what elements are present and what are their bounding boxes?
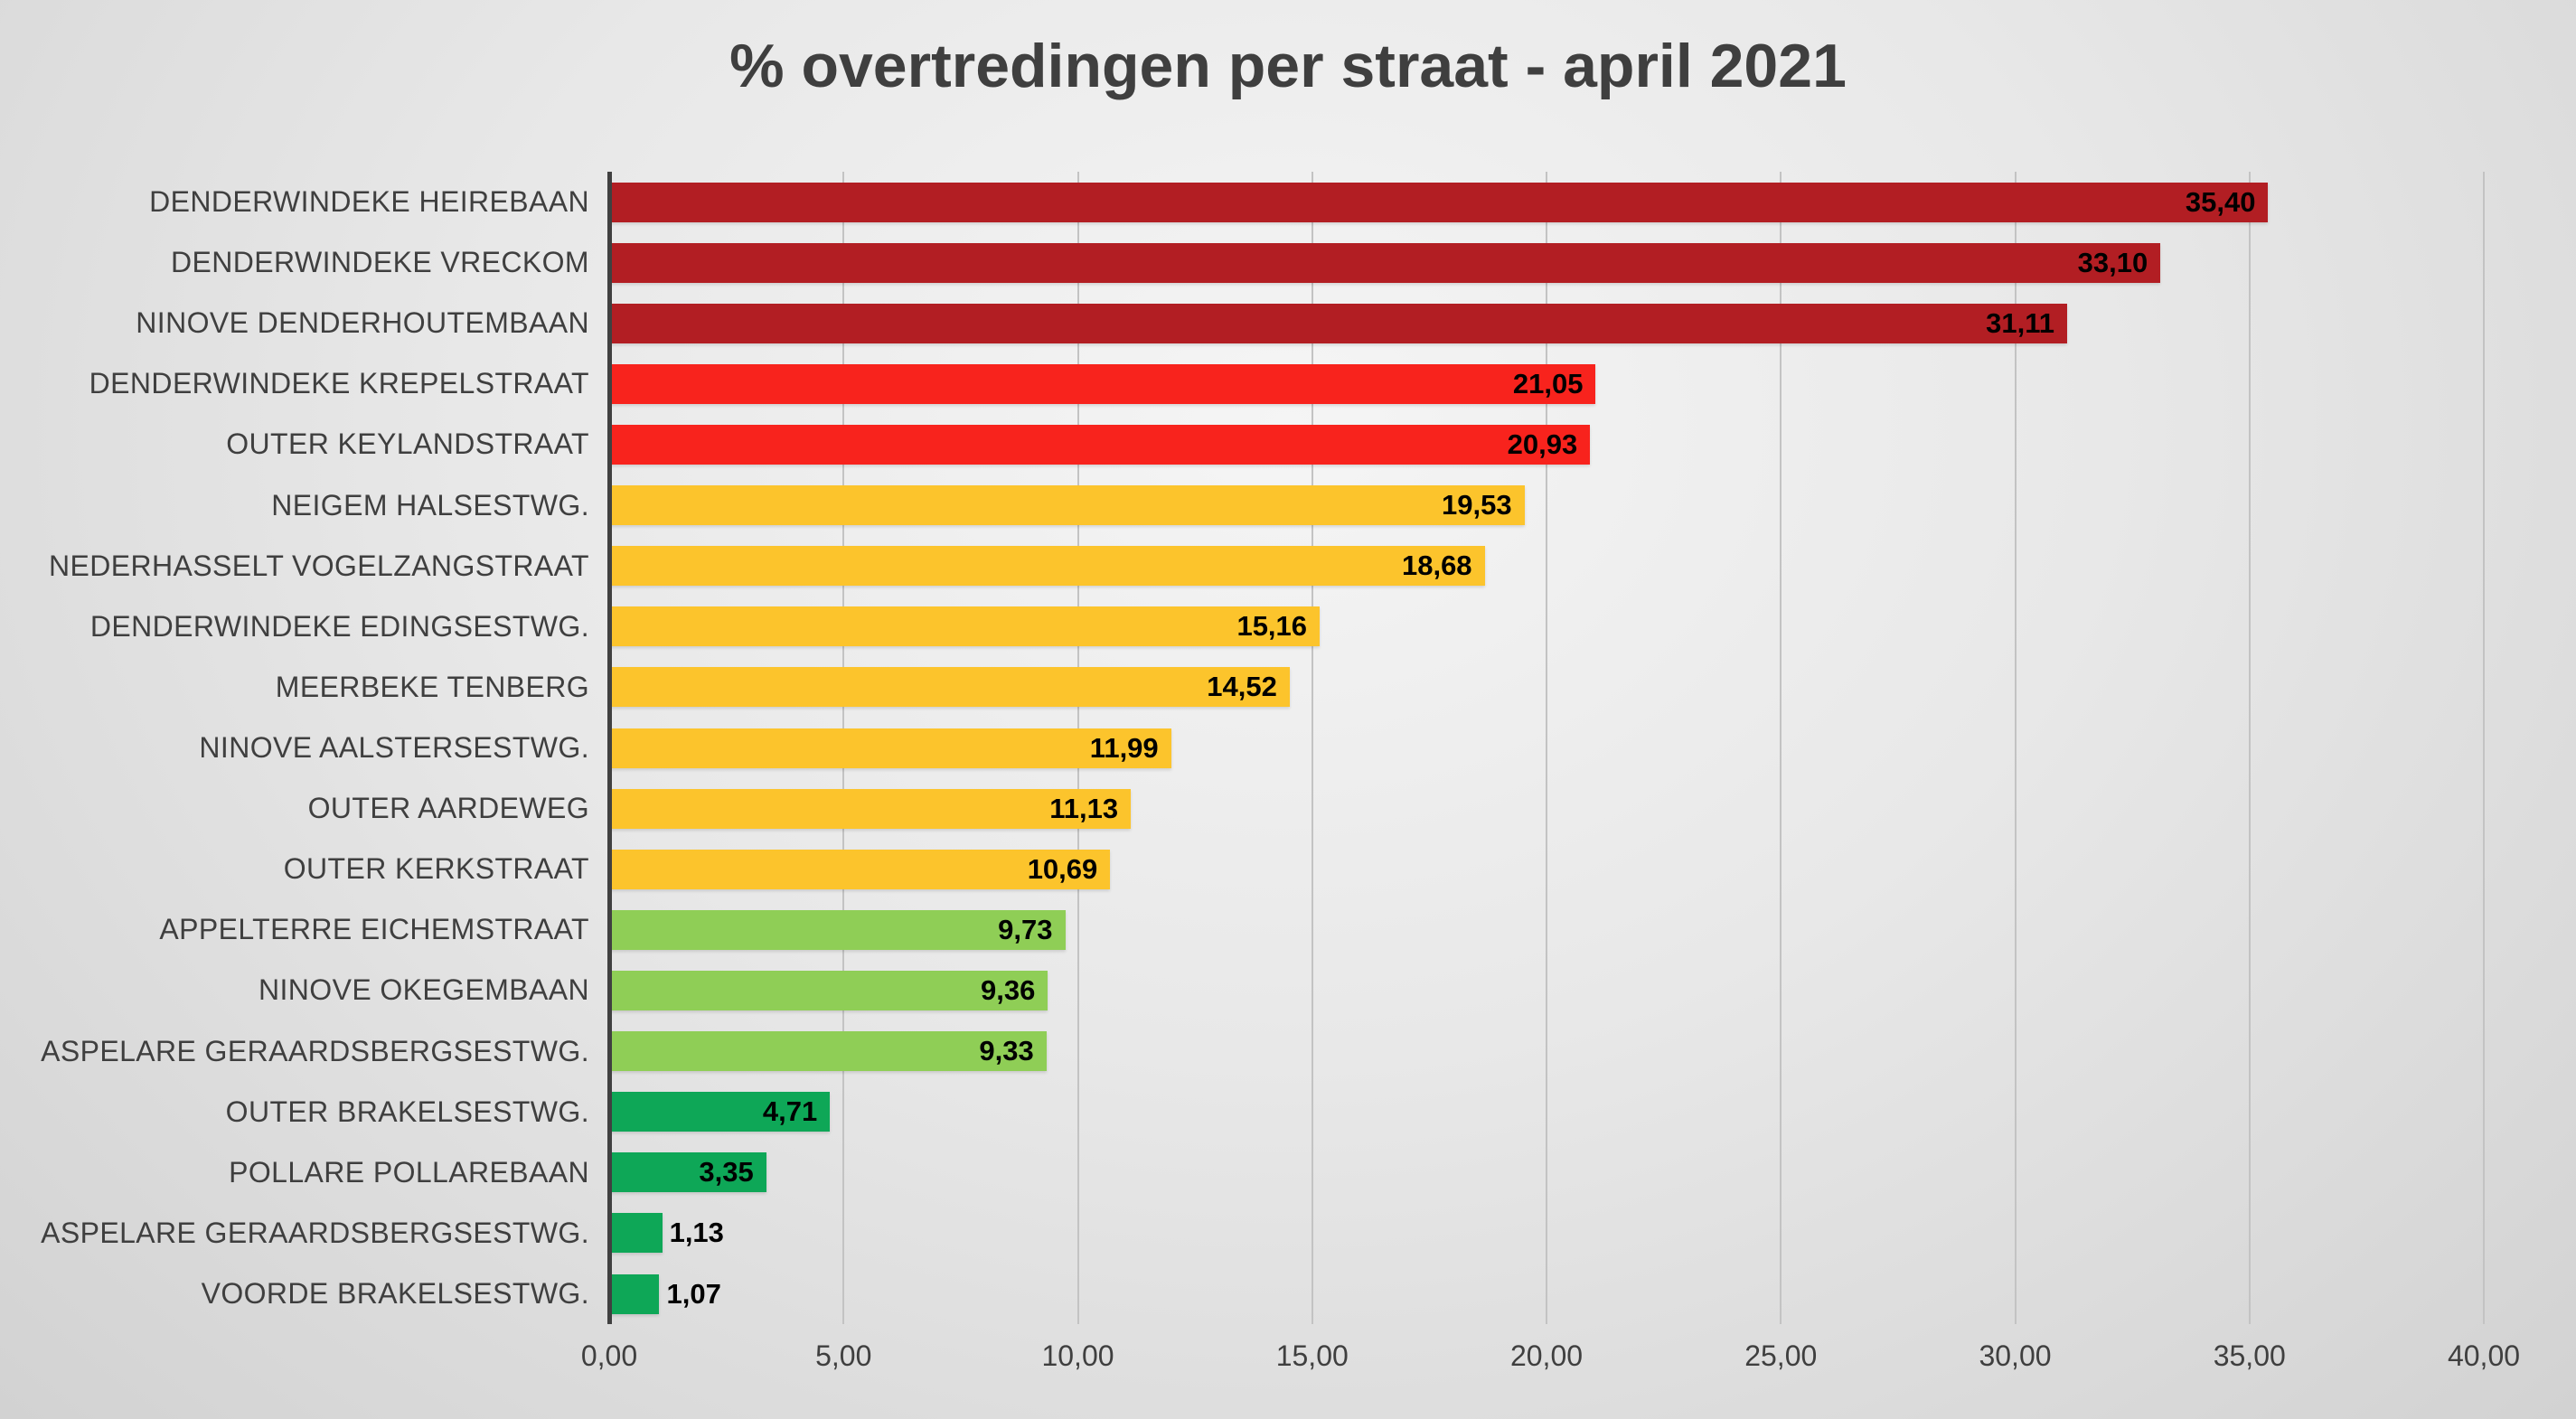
- category-label: NINOVE DENDERHOUTEMBAAN: [136, 306, 589, 340]
- bar-value-label: 1,13: [669, 1217, 724, 1249]
- category-label: DENDERWINDEKE EDINGSESTWG.: [89, 609, 589, 643]
- bar-row: 1,13: [609, 1203, 2484, 1264]
- category-label: DENDERWINDEKE KREPELSTRAAT: [89, 367, 589, 400]
- bar: 15,16: [609, 606, 1321, 647]
- bar-value-label: 10,69: [1027, 852, 1098, 885]
- category-label: APPELTERRE EICHEMSTRAAT: [159, 913, 589, 946]
- bar-value-label: 19,53: [1442, 489, 1512, 522]
- bar: 10,69: [609, 849, 1111, 889]
- category-label: NINOVE OKEGEMBAAN: [259, 973, 589, 1007]
- bar-value-label: 15,16: [1236, 610, 1308, 643]
- category-label: OUTER AARDEWEG: [307, 792, 589, 825]
- bar: 33,10: [609, 242, 2161, 283]
- x-tick-label: 40,00: [2447, 1339, 2521, 1372]
- gridline: [1780, 172, 1782, 1324]
- bar-value-label: 4,71: [762, 1095, 818, 1128]
- x-tick-label: 15,00: [1275, 1339, 1349, 1372]
- category-label: DENDERWINDEKE HEIREBAAN: [149, 185, 589, 219]
- x-tick-label: 25,00: [1744, 1339, 1818, 1372]
- bar-value-label: 3,35: [699, 1156, 754, 1189]
- x-tick-label: 5,00: [815, 1339, 872, 1372]
- category-label: ASPELARE GERAARDSBERGSESTWG.: [41, 1216, 589, 1249]
- category-label: OUTER KEYLANDSTRAAT: [226, 428, 589, 461]
- bar: 9,33: [609, 1031, 1047, 1072]
- x-tick-label: 10,00: [1041, 1339, 1114, 1372]
- bar: 11,99: [609, 728, 1171, 768]
- bar-value-label: 21,05: [1512, 367, 1584, 399]
- bar-value-label: 9,33: [979, 1035, 1034, 1067]
- bar-value-label: 33,10: [2077, 246, 2148, 278]
- category-label: POLLARE POLLAREBAAN: [229, 1155, 589, 1189]
- bar-row: 18,68: [609, 536, 2484, 597]
- bar-row: 9,33: [609, 1021, 2484, 1082]
- bar-row: 14,52: [609, 657, 2484, 718]
- bar: 3,35: [609, 1152, 766, 1193]
- x-tick-label: 0,00: [580, 1339, 638, 1372]
- bar-value-label: 11,99: [1089, 731, 1159, 764]
- gridline: [2248, 172, 2251, 1324]
- gridline: [2483, 172, 2485, 1324]
- bar-row: 21,05: [609, 353, 2484, 414]
- bar-row: 1,07: [609, 1264, 2484, 1324]
- x-tick-label: 20,00: [1509, 1339, 1584, 1372]
- bar-value-label: 9,73: [998, 913, 1053, 945]
- bar: 14,52: [609, 667, 1290, 708]
- bar: 4,71: [609, 1092, 831, 1132]
- bar: 11,13: [609, 788, 1132, 829]
- category-label: ASPELARE GERAARDSBERGSESTWG.: [41, 1034, 589, 1067]
- bar-row: 11,13: [609, 778, 2484, 839]
- bar: 1,07: [609, 1273, 721, 1314]
- bar-row: 19,53: [609, 475, 2484, 536]
- x-axis-ticks: 0,00 5,00 10,00 15,00 20,00 25,00 30,00 35,00 40…: [581, 1339, 2520, 1385]
- bar: 9,73: [609, 909, 1066, 950]
- category-label: DENDERWINDEKE VRECKOM: [171, 246, 589, 279]
- bar-row: 35,40: [609, 172, 2484, 232]
- plot-area: 35,40 33,10 31,11 21,05 20,93 19,53 18,68 15,16…: [607, 172, 2485, 1324]
- x-tick-label: 30,00: [1979, 1339, 2052, 1372]
- bar: 19,53: [609, 485, 1525, 526]
- bar: 9,36: [609, 970, 1048, 1010]
- bar-row: 20,93: [609, 414, 2484, 475]
- bar-row: 10,69: [609, 839, 2484, 899]
- category-labels: DENDERWINDEKE HEIREBAAN DENDERWINDEKE VRE…: [0, 172, 589, 1324]
- bar-row: 9,73: [609, 899, 2484, 960]
- category-label: VOORDE BRAKELSESTWG.: [201, 1277, 589, 1311]
- category-label: MEERBEKE TENBERG: [275, 670, 589, 703]
- bar-value-label: 9,36: [980, 973, 1036, 1006]
- x-tick-label: 35,00: [2213, 1339, 2286, 1372]
- bar: 18,68: [609, 546, 1485, 587]
- category-label: NEDERHASSELT VOGELZANGSTRAAT: [49, 549, 589, 582]
- bar: 20,93: [609, 424, 1591, 465]
- category-label: NINOVE AALSTERSESTWG.: [199, 731, 589, 765]
- bar-row: 33,10: [609, 232, 2484, 293]
- gridline: [2014, 172, 2017, 1324]
- bar-value-label: 20,93: [1507, 428, 1578, 460]
- bar-value-label: 14,52: [1207, 671, 1277, 703]
- bar: 35,40: [609, 182, 2269, 222]
- bar-value-label: 18,68: [1401, 550, 1472, 582]
- gridline: [1546, 172, 1547, 1324]
- bar-row: 3,35: [609, 1142, 2484, 1203]
- bar-row: 31,11: [609, 293, 2484, 353]
- bar-rows: 35,40 33,10 31,11 21,05 20,93 19,53 18,68 15,16…: [609, 172, 2484, 1324]
- bar-row: 11,99: [609, 718, 2484, 778]
- chart-title: % overtredingen per straat - april 2021: [729, 32, 1847, 100]
- bar-value-label: 31,11: [1986, 306, 2055, 339]
- bar: 1,13: [609, 1213, 724, 1254]
- bar: 21,05: [609, 363, 1596, 404]
- category-label: OUTER BRAKELSESTWG.: [225, 1095, 589, 1128]
- gridline: [1311, 172, 1313, 1324]
- bar-row: 4,71: [609, 1082, 2484, 1142]
- bar: 31,11: [609, 303, 2068, 343]
- y-axis-line: [607, 172, 612, 1324]
- category-label: OUTER KERKSTRAAT: [283, 852, 589, 886]
- category-label: NEIGEM HALSESTWG.: [271, 488, 589, 522]
- bar-value-label: 11,13: [1049, 792, 1119, 824]
- bar-value-label: 35,40: [2185, 185, 2256, 218]
- bar-value-label: 1,07: [666, 1277, 721, 1310]
- bar-row: 9,36: [609, 960, 2484, 1020]
- bar-row: 15,16: [609, 597, 2484, 657]
